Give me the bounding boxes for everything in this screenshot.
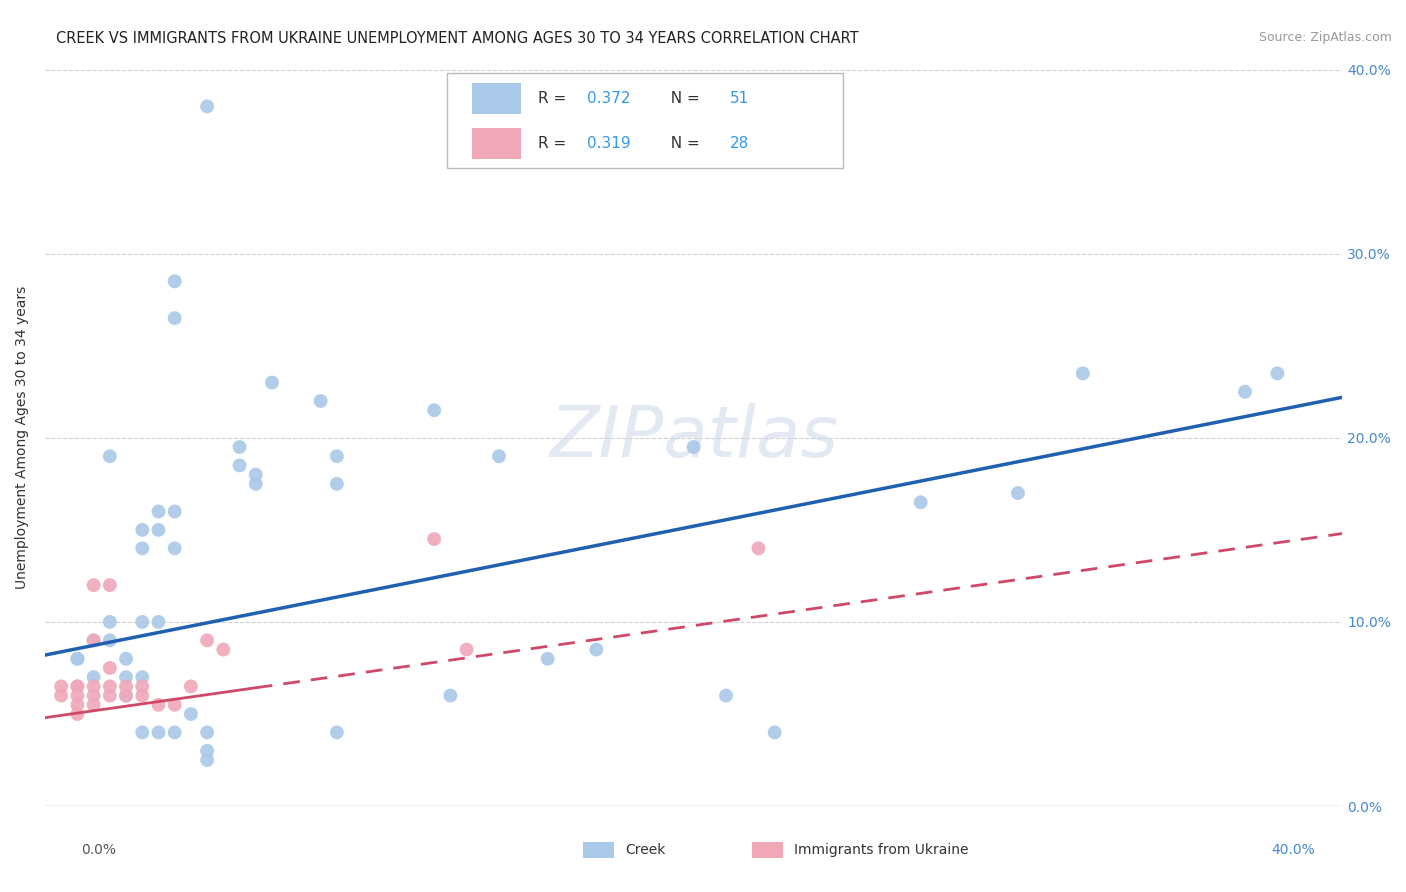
Point [747, 541, 769, 556]
Point [131, 615, 153, 629]
Point [131, 725, 153, 739]
Point [115, 689, 138, 703]
Point [195, 753, 218, 767]
Point [98, 449, 121, 463]
Point [163, 504, 186, 518]
Point [163, 274, 186, 288]
Text: N =: N = [661, 91, 704, 105]
Point [195, 633, 218, 648]
Point [148, 615, 170, 629]
Point [83, 670, 105, 684]
Point [163, 725, 186, 739]
Text: 0.0%: 0.0% [82, 843, 115, 857]
Point [212, 642, 235, 657]
Point [98, 615, 121, 629]
Point [66, 679, 89, 693]
Point [51, 689, 73, 703]
Point [51, 679, 73, 693]
Point [83, 689, 105, 703]
Point [148, 725, 170, 739]
Text: Creek: Creek [626, 843, 666, 857]
Point [910, 495, 932, 509]
Point [195, 744, 218, 758]
Point [131, 689, 153, 703]
Point [682, 440, 704, 454]
Point [98, 689, 121, 703]
Point [488, 449, 510, 463]
Point [115, 679, 138, 693]
Point [260, 376, 283, 390]
Point [66, 689, 89, 703]
Point [83, 578, 105, 592]
Point [228, 440, 250, 454]
Point [423, 532, 446, 546]
Point [763, 725, 786, 739]
Point [309, 394, 332, 409]
Point [115, 652, 138, 666]
Point [245, 467, 267, 482]
Point [1233, 384, 1256, 399]
Text: 51: 51 [730, 91, 749, 105]
Point [115, 670, 138, 684]
Point [423, 403, 446, 417]
Point [66, 706, 89, 721]
Point [98, 661, 121, 675]
FancyBboxPatch shape [447, 73, 842, 168]
Point [714, 689, 737, 703]
Point [1007, 486, 1029, 500]
Point [83, 679, 105, 693]
Point [148, 523, 170, 537]
Text: Source: ZipAtlas.com: Source: ZipAtlas.com [1258, 31, 1392, 45]
Text: 0.319: 0.319 [588, 136, 631, 151]
Text: N =: N = [661, 136, 704, 151]
Point [585, 642, 607, 657]
Point [148, 698, 170, 712]
Text: 28: 28 [730, 136, 749, 151]
Point [83, 633, 105, 648]
Point [66, 698, 89, 712]
Point [98, 578, 121, 592]
Point [195, 725, 218, 739]
Point [180, 679, 202, 693]
Point [245, 476, 267, 491]
Point [228, 458, 250, 473]
Point [1071, 367, 1094, 381]
Point [83, 698, 105, 712]
Point [131, 541, 153, 556]
Point [131, 670, 153, 684]
Point [537, 652, 560, 666]
Point [163, 698, 186, 712]
Point [326, 476, 349, 491]
Text: 40.0%: 40.0% [1271, 843, 1316, 857]
Point [131, 523, 153, 537]
Point [98, 633, 121, 648]
Text: R =: R = [538, 91, 571, 105]
Point [326, 449, 349, 463]
Point [66, 652, 89, 666]
Point [131, 679, 153, 693]
FancyBboxPatch shape [472, 83, 522, 113]
Point [98, 679, 121, 693]
Point [115, 689, 138, 703]
FancyBboxPatch shape [472, 128, 522, 159]
Point [66, 679, 89, 693]
Text: R =: R = [538, 136, 571, 151]
Point [163, 541, 186, 556]
Point [66, 652, 89, 666]
Point [148, 504, 170, 518]
Point [180, 706, 202, 721]
Point [456, 642, 478, 657]
Text: ZIPatlas: ZIPatlas [550, 403, 838, 472]
Y-axis label: Unemployment Among Ages 30 to 34 years: Unemployment Among Ages 30 to 34 years [15, 286, 30, 590]
Point [163, 311, 186, 326]
Text: 0.372: 0.372 [588, 91, 631, 105]
Point [1267, 367, 1289, 381]
Point [326, 725, 349, 739]
Text: CREEK VS IMMIGRANTS FROM UKRAINE UNEMPLOYMENT AMONG AGES 30 TO 34 YEARS CORRELAT: CREEK VS IMMIGRANTS FROM UKRAINE UNEMPLO… [56, 31, 859, 46]
Text: Immigrants from Ukraine: Immigrants from Ukraine [794, 843, 969, 857]
Point [439, 689, 461, 703]
Point [83, 633, 105, 648]
Point [195, 99, 218, 113]
